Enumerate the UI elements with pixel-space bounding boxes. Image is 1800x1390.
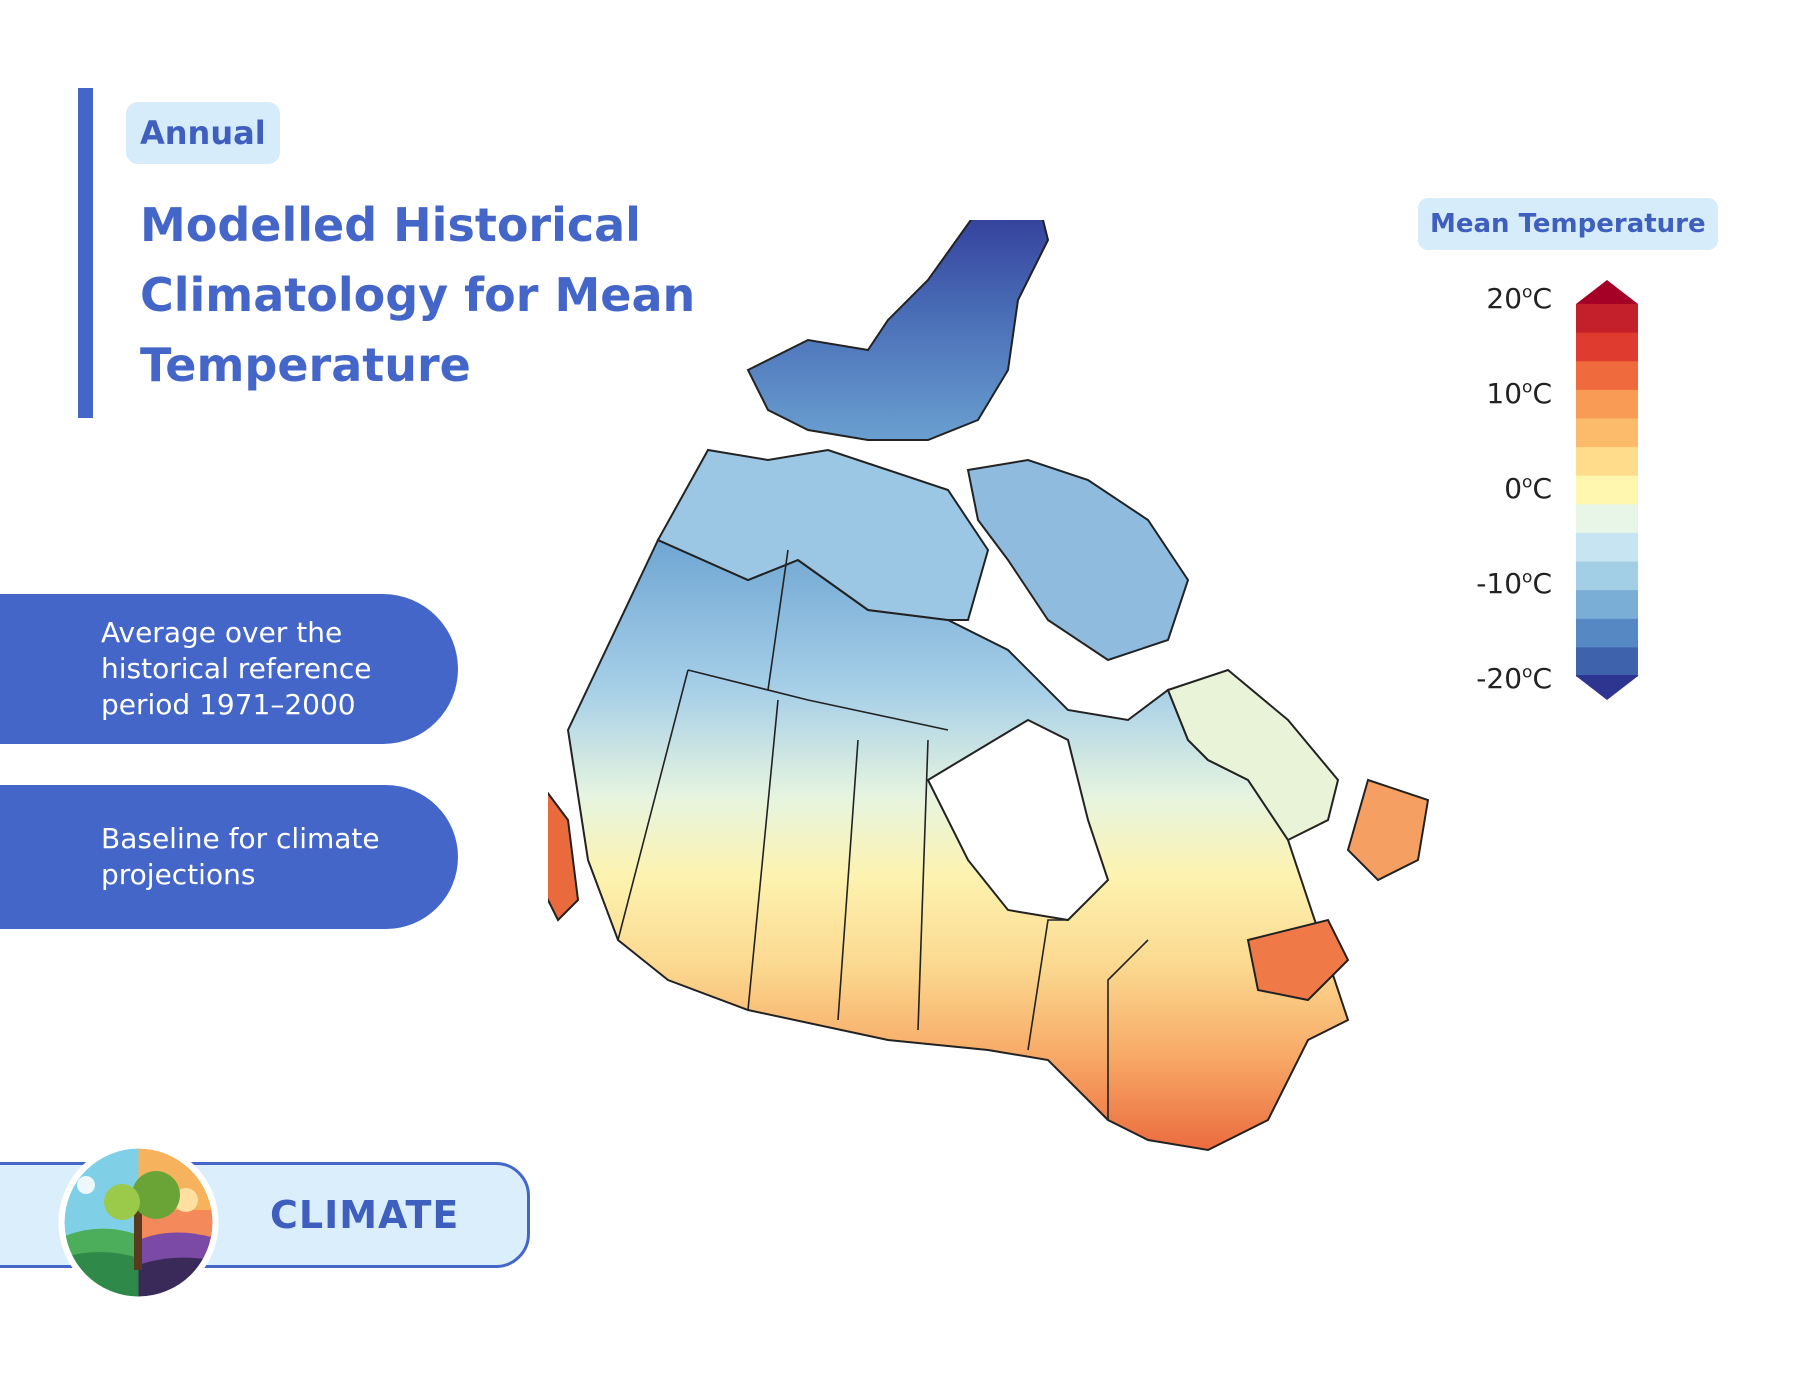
info-pill-baseline: Baseline for climate projections [0, 785, 458, 929]
legend-color-swatch [1576, 504, 1638, 534]
tick-unit: C [1532, 662, 1552, 695]
degree-symbol: o [1522, 377, 1533, 398]
tick-value: 10 [1486, 377, 1523, 410]
tick-unit: C [1532, 472, 1552, 505]
legend-color-bar [1576, 280, 1638, 700]
legend-color-swatch [1576, 447, 1638, 477]
pill-text-line: Average over the [101, 616, 343, 649]
tick-unit: C [1532, 282, 1552, 315]
legend-title: Mean Temperature [1418, 198, 1718, 250]
legend-color-swatch [1576, 675, 1638, 700]
tick-value: 0 [1504, 472, 1523, 505]
degree-symbol: o [1522, 567, 1533, 588]
tick-unit: C [1532, 377, 1552, 410]
degree-symbol: o [1522, 282, 1533, 303]
legend-color-swatch [1576, 618, 1638, 648]
title-line: Modelled Historical [140, 198, 641, 252]
map-mainland [566, 538, 1350, 1152]
tick-unit: C [1532, 567, 1552, 600]
climate-emblem-icon [58, 1142, 219, 1303]
temperature-map [548, 220, 1430, 1152]
map-labrador [1166, 668, 1340, 842]
tick-value: -10 [1476, 567, 1523, 600]
legend-color-swatch [1576, 532, 1638, 563]
page-title: Modelled Historical Climatology for Mean… [140, 190, 740, 400]
map-hudson-bay [926, 718, 1110, 922]
title-line: Temperature [140, 338, 471, 392]
legend-color-swatch [1576, 389, 1638, 420]
tick-value: 20 [1486, 282, 1523, 315]
map-arctic-islands [746, 220, 1050, 441]
degree-symbol: o [1522, 472, 1533, 493]
legend-color-swatch [1576, 361, 1638, 391]
climate-label: CLIMATE [270, 1193, 460, 1237]
map-baffin-island [966, 458, 1190, 662]
period-tag: Annual [126, 102, 280, 164]
map-maritimes [1246, 918, 1350, 1002]
legend-tick-label: -20oC [1476, 662, 1552, 695]
map-province-borders [617, 549, 1149, 1120]
legend-color-swatch [1576, 475, 1638, 505]
map-newfoundland [1346, 778, 1430, 882]
legend-color-swatch [1576, 280, 1638, 305]
legend-color-swatch [1576, 304, 1638, 334]
pill-text-line: projections [101, 858, 256, 891]
info-pill-reference-period: Average over the historical reference pe… [0, 594, 458, 744]
legend-color-swatch [1576, 332, 1638, 362]
legend-tick-label: 10oC [1486, 377, 1552, 410]
degree-symbol: o [1522, 662, 1533, 683]
tick-value: -20 [1476, 662, 1523, 695]
pill-text-line: historical reference [101, 652, 372, 685]
title-line: Climatology for Mean [140, 268, 696, 322]
legend-tick-label: 0oC [1504, 472, 1552, 505]
pill-text-line: period 1971–2000 [101, 688, 356, 721]
pill-text-line: Baseline for climate [101, 822, 380, 855]
legend-color-swatch [1576, 647, 1638, 677]
legend-color-swatch [1576, 418, 1638, 448]
map-vancouver-island [548, 791, 580, 922]
legend-tick-label: -10oC [1476, 567, 1552, 600]
legend-color-swatch [1576, 561, 1638, 591]
map-nunavut-region [656, 448, 990, 621]
accent-bar [78, 88, 93, 418]
legend-color-swatch [1576, 590, 1638, 620]
legend-tick-label: 20oC [1486, 282, 1552, 315]
